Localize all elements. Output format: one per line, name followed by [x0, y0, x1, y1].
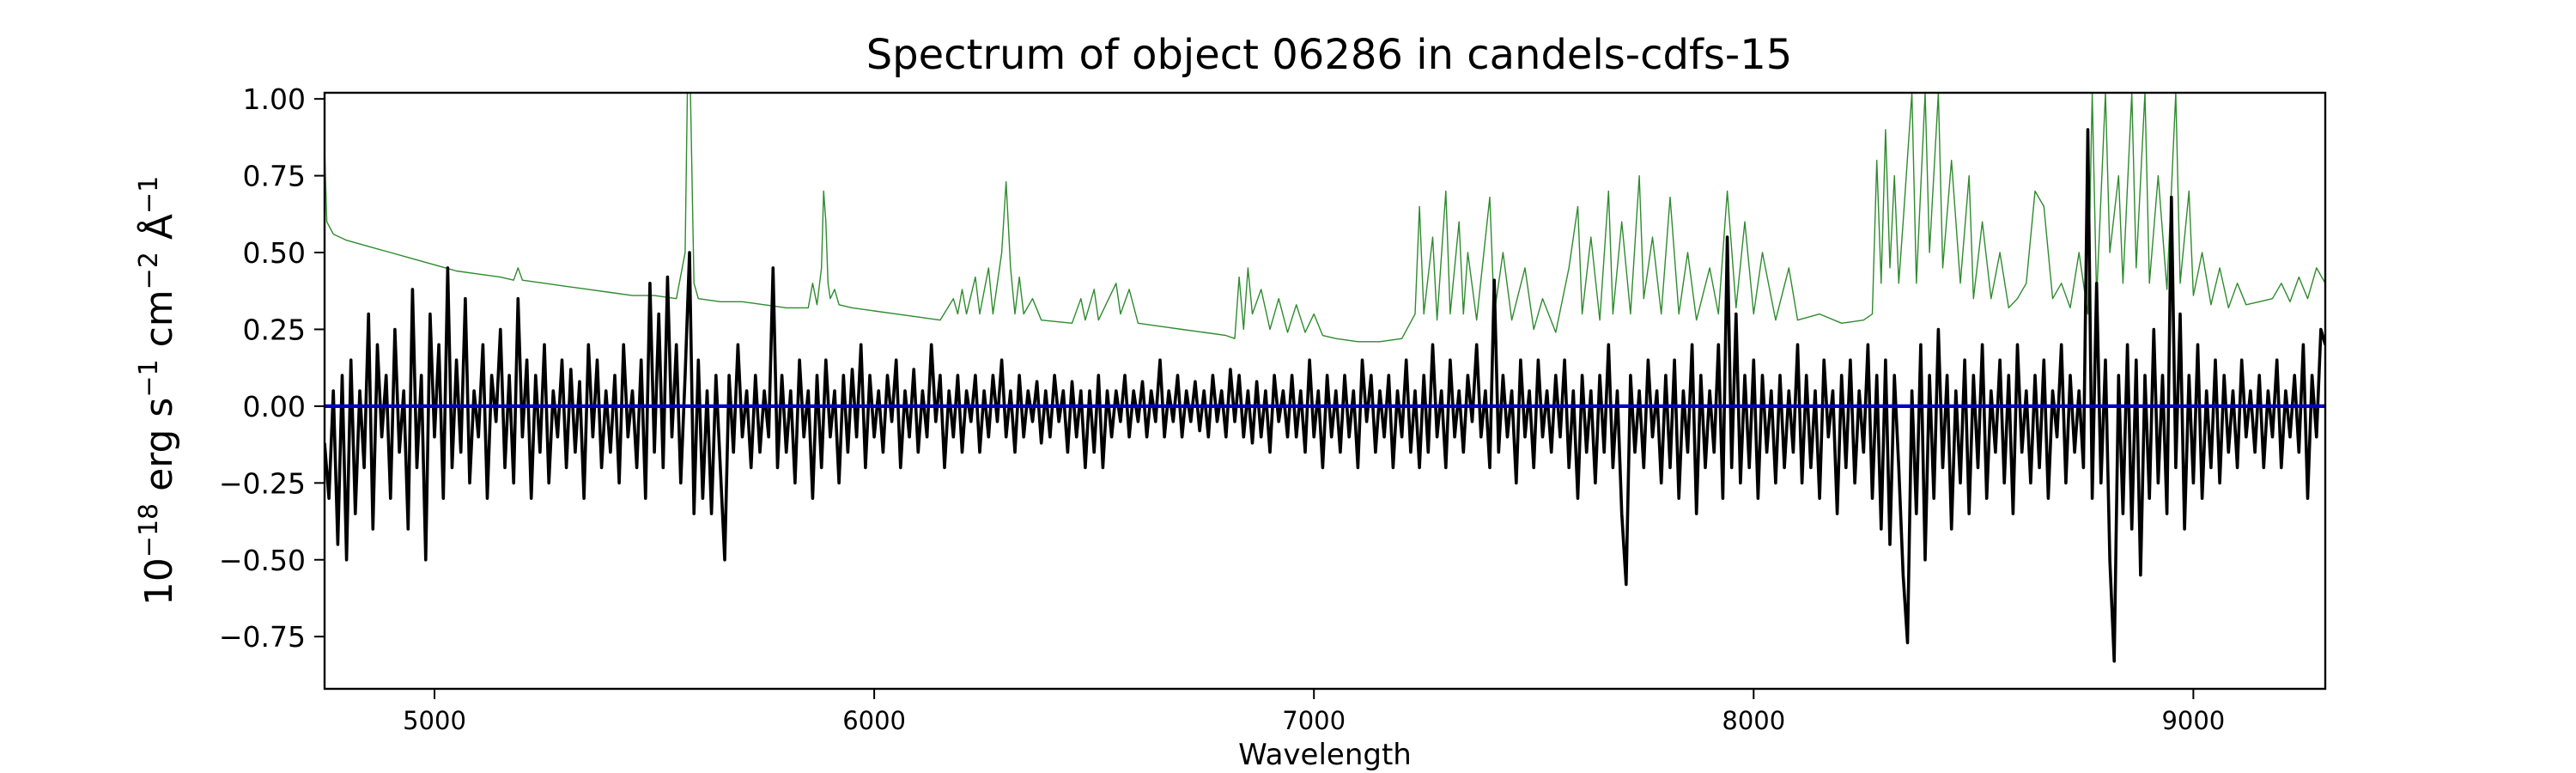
- chart-title: Spectrum of object 06286 in candels-cdfs…: [866, 31, 1793, 79]
- y-tick-label: 0.25: [243, 313, 306, 346]
- y-label-exp-2: −1: [134, 359, 164, 397]
- y-tick-label: −0.25: [219, 466, 306, 500]
- x-axis: 5000 6000 7000 8000 9000: [403, 689, 2225, 735]
- y-label-base: 10: [137, 557, 181, 606]
- plot-frame: [323, 91, 2327, 691]
- y-axis: −0.75 −0.50 −0.25 0.00 0.25 0.50 0.75 1.00: [219, 82, 325, 654]
- y-label-exp-4: −1: [134, 176, 164, 214]
- y-label-part-3: Å: [136, 214, 181, 252]
- series-line-flux: [325, 128, 2325, 663]
- y-tick-label: 0.00: [243, 390, 306, 423]
- y-label-exp-1: −18: [134, 503, 164, 557]
- x-tick-label: 7000: [1282, 706, 1346, 735]
- y-tick-label: 0.50: [243, 236, 306, 270]
- y-tick-label: −0.75: [219, 620, 306, 654]
- x-tick-label: 6000: [842, 706, 906, 735]
- y-tick-label: −0.50: [219, 544, 306, 577]
- y-label-part-2: cm: [137, 289, 181, 359]
- y-label-exp-3: −2: [134, 252, 164, 289]
- plot-series-layer: [325, 93, 2325, 663]
- series-line-error: [325, 93, 2325, 343]
- y-label-part-1: erg s: [137, 398, 181, 503]
- x-tick-label: 9000: [2161, 706, 2225, 735]
- x-tick-label: 8000: [1722, 706, 1785, 735]
- y-tick-label: 0.75: [243, 160, 306, 193]
- x-tick-label: 5000: [403, 706, 466, 735]
- y-tick-label: 1.00: [243, 82, 306, 116]
- x-axis-label: Wavelength: [1238, 738, 1412, 772]
- y-axis-label: 10−18 erg s−1 cm−2 Å−1: [134, 176, 181, 606]
